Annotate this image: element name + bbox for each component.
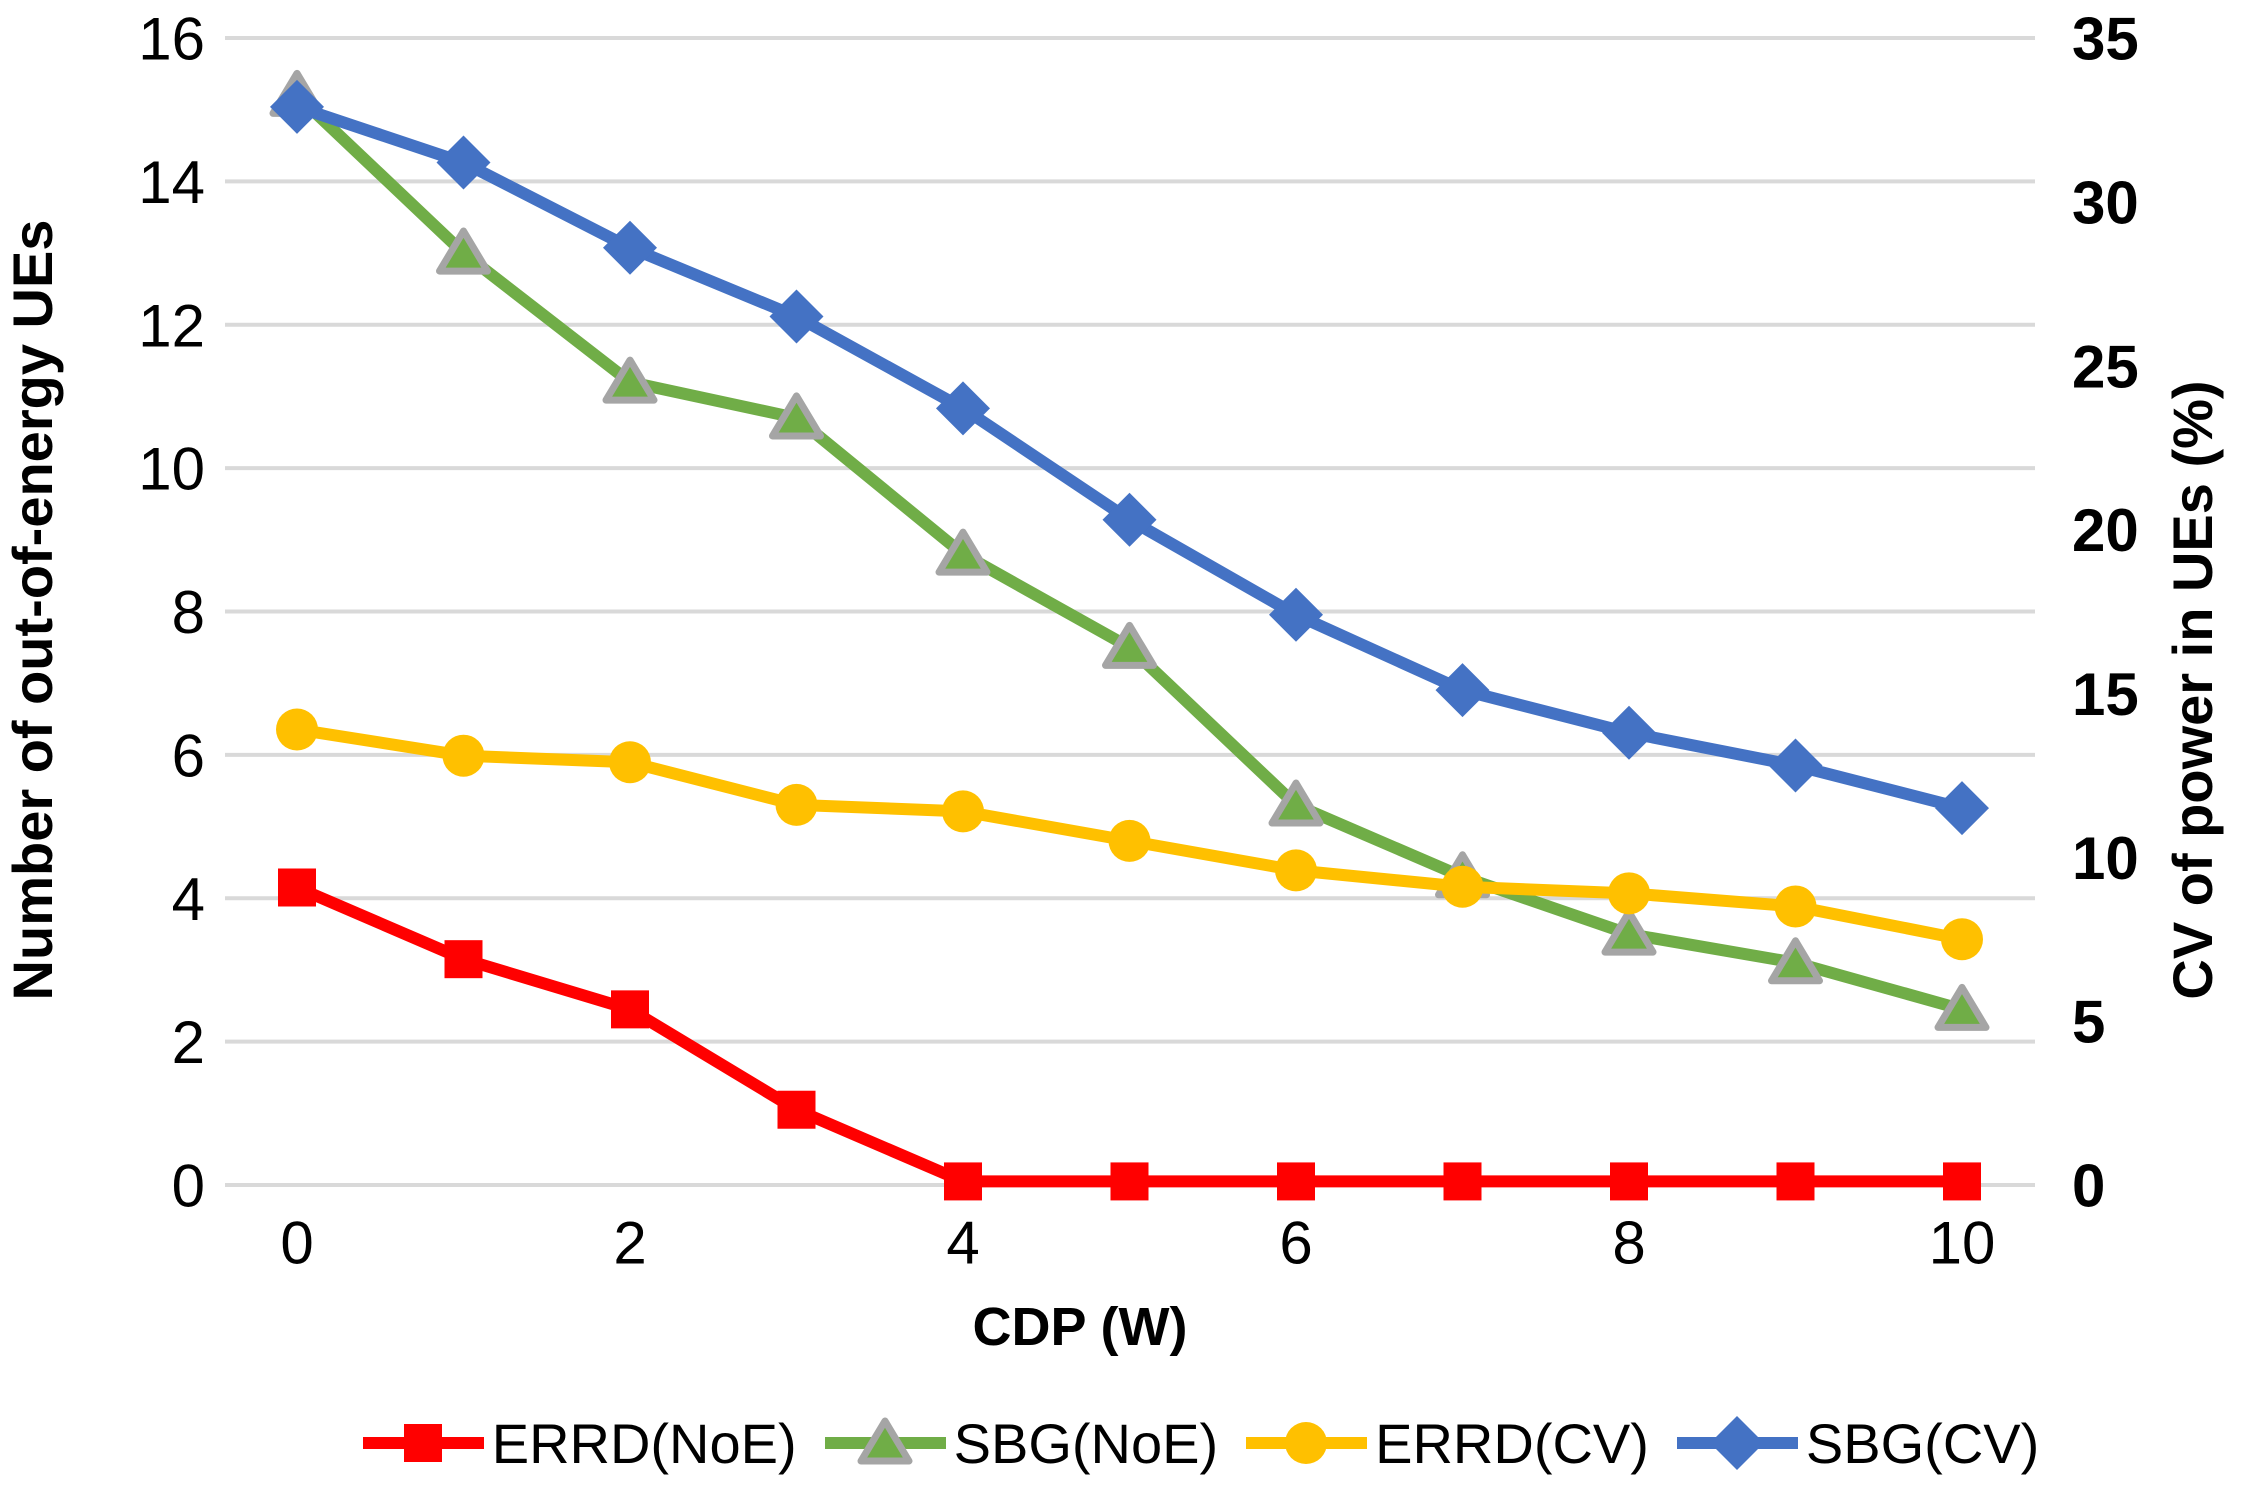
series-errd-cv xyxy=(276,708,1983,961)
right-axis-tick-label: 30 xyxy=(2072,169,2139,236)
left-axis-title: Number of out-of-energy UEs xyxy=(1,220,64,1001)
legend-item-sbg-cv: SBG(CV) xyxy=(1675,1408,2039,1478)
diamond-marker xyxy=(1602,705,1656,760)
right-axis-tick-label: 0 xyxy=(2072,1153,2105,1220)
square-marker xyxy=(403,1424,442,1462)
triangle-marker xyxy=(935,528,991,576)
right-axis-tick-label: 35 xyxy=(2072,6,2139,73)
triangle-marker xyxy=(1268,779,1324,827)
left-axis-tick-label: 10 xyxy=(138,436,205,503)
diamond-marker xyxy=(1768,738,1823,793)
circle-marker xyxy=(1108,819,1151,862)
triangle-marker xyxy=(1102,621,1157,669)
diamond-marker xyxy=(1935,781,1989,836)
triangle-marker xyxy=(436,227,491,275)
right-axis-tick-label: 25 xyxy=(2072,333,2139,400)
right-axis-tick-label: 10 xyxy=(2072,825,2139,892)
legend-item-errd-noe: ERRD(NoE) xyxy=(361,1408,797,1478)
diamond-marker xyxy=(769,289,824,344)
legend-label: ERRD(NoE) xyxy=(491,1411,797,1475)
diamond-marker xyxy=(603,220,657,275)
series-line xyxy=(291,100,1968,815)
square-marker xyxy=(1943,1162,1981,1201)
triangle-marker xyxy=(1934,983,1990,1031)
diamond-marker xyxy=(436,135,491,190)
diamond-marker xyxy=(1709,1416,1764,1470)
left-axis-tick-label: 6 xyxy=(172,722,205,789)
circle-marker xyxy=(609,741,651,784)
x-axis-title: CDP (W) xyxy=(973,1297,1188,1357)
square-marker xyxy=(777,1090,816,1129)
gridlines xyxy=(225,36,2035,1187)
legend-label: SBG(NoE) xyxy=(953,1411,1219,1475)
square-legend-swatch-icon xyxy=(362,1424,484,1462)
circle-marker xyxy=(276,708,318,751)
left-axis-tick-label: 12 xyxy=(138,292,205,359)
diamond-marker xyxy=(1269,587,1323,642)
legend-item-errd-cv: ERRD(CV) xyxy=(1244,1408,1649,1478)
triangle-marker xyxy=(602,356,658,404)
circle-marker xyxy=(1275,849,1317,892)
circle-marker xyxy=(775,783,818,826)
x-axis-tick-label: 2 xyxy=(613,1210,646,1277)
left-axis-tick-label: 4 xyxy=(172,866,205,933)
right-axis-title: CV of power in UEs (%) xyxy=(2161,380,2224,999)
diamond-marker xyxy=(1102,492,1157,547)
series-line xyxy=(291,89,1968,1016)
triangle-marker xyxy=(857,1417,913,1465)
diamond-marker xyxy=(936,381,990,436)
series-errd-noe xyxy=(278,868,1981,1201)
diamond-legend-swatch-icon xyxy=(1676,1416,1798,1470)
triangle-marker xyxy=(1601,908,1657,956)
left-axis-tick-label: 16 xyxy=(138,6,205,73)
left-axis-tick-label: 2 xyxy=(172,1009,205,1076)
right-axis-tick-label: 15 xyxy=(2072,661,2139,728)
triangle-legend-swatch-icon xyxy=(824,1417,946,1465)
circle-marker xyxy=(1285,1422,1328,1464)
square-marker xyxy=(1443,1162,1482,1201)
circle-legend-swatch-icon xyxy=(1246,1422,1368,1464)
series-layer xyxy=(269,69,1990,1201)
circle-marker xyxy=(942,790,984,833)
legend-item-sbg-noe: SBG(NoE) xyxy=(823,1408,1219,1478)
diamond-marker xyxy=(1435,663,1490,718)
square-marker xyxy=(278,868,316,907)
square-marker xyxy=(944,1162,982,1201)
diamond-marker xyxy=(270,79,324,134)
x-axis-tick-label: 8 xyxy=(1612,1210,1645,1277)
legend: ERRD(NoE) SBG(NoE) ERRD(CV) SBG(CV) xyxy=(295,1388,2105,1486)
x-axis-tick-label: 10 xyxy=(1929,1210,1996,1277)
square-marker xyxy=(611,990,649,1029)
left-axis-tick-label: 0 xyxy=(172,1153,205,1220)
circle-marker xyxy=(1774,885,1817,928)
triangle-marker xyxy=(1768,937,1823,985)
square-marker xyxy=(444,940,483,979)
x-axis-tick-label: 6 xyxy=(1279,1210,1312,1277)
left-axis-tick-label: 8 xyxy=(172,579,205,646)
x-axis-tick-label: 4 xyxy=(946,1210,979,1277)
square-marker xyxy=(1277,1162,1315,1201)
right-axis-tick-label: 5 xyxy=(2072,989,2105,1056)
square-marker xyxy=(1610,1162,1648,1201)
series-sbg-cv xyxy=(270,79,1989,836)
square-marker xyxy=(1776,1162,1815,1201)
series-line xyxy=(291,881,1968,1188)
square-marker xyxy=(1110,1162,1149,1201)
series-sbg-noe xyxy=(269,69,1990,1031)
circle-marker xyxy=(1441,865,1484,908)
right-axis-tick-label: 20 xyxy=(2072,497,2139,564)
circle-marker xyxy=(1608,872,1650,915)
legend-label: SBG(CV) xyxy=(1805,1411,2040,1475)
left-axis-tick-label: 14 xyxy=(138,149,205,216)
x-axis-tick-label: 0 xyxy=(280,1210,313,1277)
circle-marker xyxy=(442,734,485,777)
triangle-marker xyxy=(769,392,824,440)
legend-label: ERRD(CV) xyxy=(1375,1411,1649,1475)
circle-marker xyxy=(1941,918,1983,961)
